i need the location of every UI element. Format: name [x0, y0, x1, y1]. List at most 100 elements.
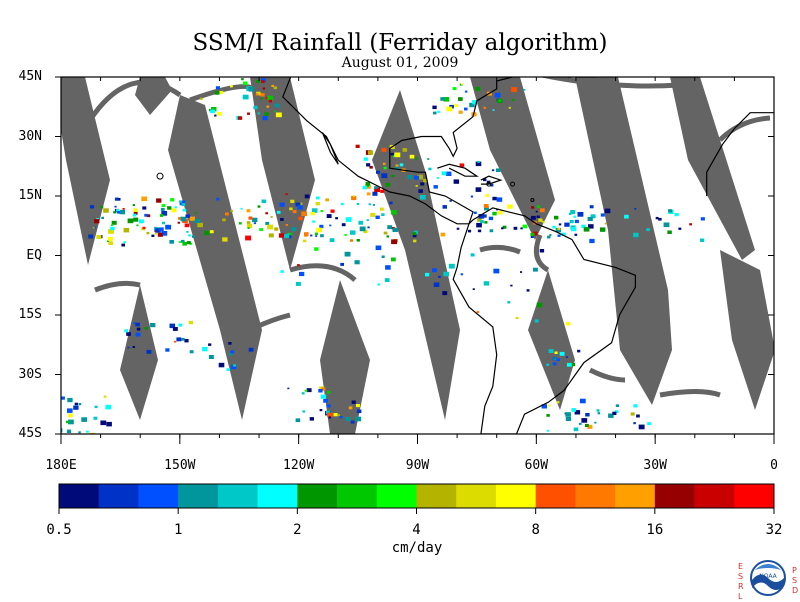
rain-cell — [535, 210, 538, 213]
rain-cell — [553, 357, 557, 360]
rain-cell — [106, 421, 112, 427]
rain-cell — [78, 431, 81, 434]
rain-cell — [634, 208, 637, 210]
rain-cell — [135, 332, 141, 337]
rain-cell — [170, 198, 175, 202]
rain-cell — [418, 189, 423, 193]
rain-cell — [428, 167, 432, 171]
rain-cell — [533, 267, 538, 272]
y-tick-label: 30N — [18, 128, 42, 144]
rain-cell — [178, 241, 182, 243]
rain-cell — [214, 114, 217, 117]
y-tick-label: 15N — [18, 188, 42, 203]
rain-cell — [252, 217, 258, 222]
rain-cell — [81, 417, 88, 422]
rain-cell — [484, 221, 488, 224]
rain-cell — [374, 186, 378, 189]
rain-cell — [180, 216, 187, 222]
rain-cell — [287, 233, 290, 235]
colorbar-swatch — [217, 484, 258, 508]
rain-cell — [432, 268, 437, 273]
rain-cell — [552, 362, 557, 366]
rain-cell — [566, 362, 572, 367]
rain-cell — [608, 413, 614, 418]
rain-cell — [228, 352, 233, 356]
rain-cell — [348, 406, 353, 410]
rain-cell — [700, 217, 705, 221]
rain-cell — [501, 227, 504, 230]
rain-cell — [452, 87, 457, 91]
rain-cell — [242, 81, 248, 86]
rain-cell — [596, 409, 600, 412]
rain-cell — [253, 222, 257, 225]
hispaniola — [480, 175, 503, 185]
rain-cell — [384, 278, 390, 282]
rain-cell — [464, 90, 468, 93]
rain-cell — [341, 223, 346, 227]
rain-cell — [208, 343, 212, 346]
rain-cell — [194, 212, 197, 214]
rain-cell — [68, 419, 74, 425]
rain-cell — [473, 211, 477, 214]
chart-subtitle: August 01, 2009 — [341, 55, 459, 71]
rain-cell — [123, 241, 126, 244]
rain-cell — [587, 216, 593, 221]
rain-cell — [312, 220, 316, 223]
rain-cell — [558, 223, 562, 226]
rain-cell — [443, 97, 450, 102]
rain-cell — [565, 416, 571, 421]
rain-cell — [425, 272, 430, 277]
rain-cell — [275, 112, 282, 118]
y-tick-label: 45S — [18, 426, 42, 441]
cuba — [437, 163, 479, 177]
rain-cell — [414, 175, 420, 180]
rain-cell — [260, 93, 265, 97]
rain-cell — [290, 199, 295, 203]
rain-cell — [245, 235, 252, 241]
rain-cell — [261, 199, 267, 204]
x-tick-label: 90W — [405, 458, 430, 473]
x-tick-label: 120W — [283, 458, 315, 473]
orbit-arc-0 — [87, 79, 182, 122]
rain-cell — [208, 355, 214, 359]
rain-cell — [248, 216, 253, 220]
rain-cell — [427, 158, 430, 160]
rain-cell — [590, 214, 596, 219]
rain-cell — [345, 217, 352, 222]
rain-cell — [391, 210, 397, 215]
rain-cell — [381, 173, 388, 179]
rain-cell — [326, 404, 331, 408]
rain-cell — [304, 389, 308, 392]
rain-cell — [553, 215, 559, 220]
rain-cell — [513, 226, 518, 230]
rain-cell — [594, 421, 597, 424]
rain-cell — [508, 106, 511, 109]
rain-cell — [599, 227, 606, 232]
gulf-of-california — [321, 132, 339, 165]
rain-cell — [161, 231, 168, 236]
rain-cell — [55, 419, 57, 421]
rain-cell — [297, 264, 300, 267]
y-tick-label: 45N — [18, 69, 42, 84]
rain-cell — [219, 90, 224, 94]
rain-cell — [423, 179, 428, 183]
rain-cell — [615, 404, 619, 407]
rain-cell — [589, 205, 594, 209]
rain-cell — [476, 310, 480, 313]
rain-cell — [123, 227, 130, 233]
rain-cell — [299, 271, 305, 277]
rain-cell — [573, 215, 576, 218]
rain-cell — [189, 350, 194, 354]
rain-cell — [301, 211, 308, 217]
rain-cell — [574, 410, 581, 415]
rain-cell — [569, 220, 574, 224]
rain-cell — [507, 301, 511, 304]
rain-cell — [306, 388, 312, 393]
rain-cell — [350, 420, 355, 424]
rain-cell — [181, 337, 185, 341]
rain-cell — [156, 198, 162, 203]
rain-cell — [366, 163, 371, 167]
rain-cell — [395, 164, 399, 167]
x-tick-label: 180E — [45, 458, 77, 473]
rain-cell — [255, 79, 260, 83]
